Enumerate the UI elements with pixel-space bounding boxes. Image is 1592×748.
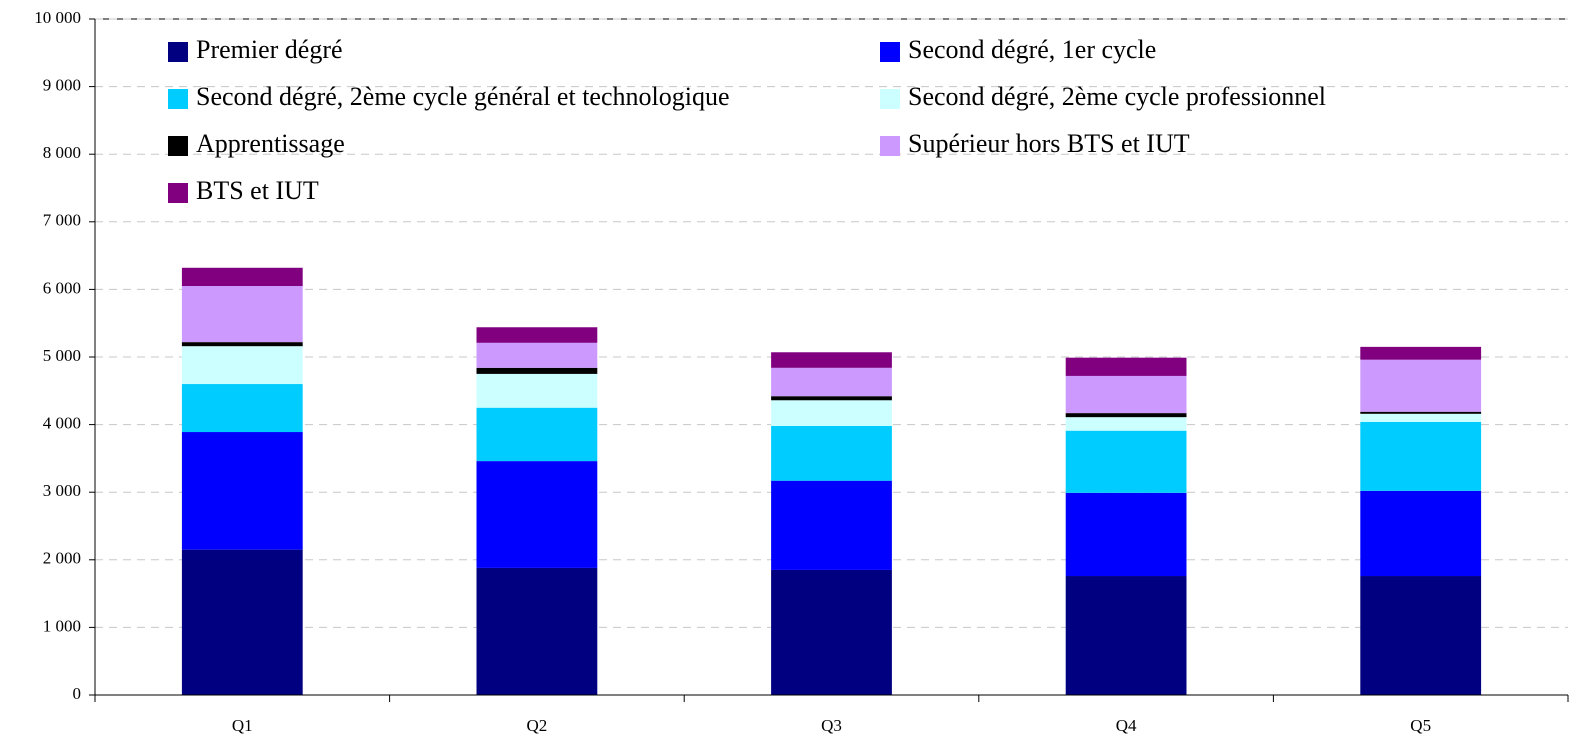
legend-swatch (880, 42, 900, 62)
legend-label: Second dégré, 2ème cycle général et tech… (196, 82, 729, 111)
bar-segment (1360, 421, 1482, 491)
bar-segment (771, 480, 892, 570)
y-tick-label: 1 000 (43, 616, 81, 635)
legend-swatch (880, 136, 900, 156)
bar-segment (181, 286, 303, 343)
bar-segment (476, 367, 598, 374)
x-tick-label: Q1 (232, 716, 253, 735)
y-tick-label: 2 000 (43, 549, 81, 568)
bar-segment (476, 373, 598, 408)
bar-segment (771, 352, 892, 368)
bar-segment (476, 342, 598, 368)
bar-segment (1065, 576, 1187, 695)
bar-segment (181, 549, 303, 695)
bar-segment (1065, 375, 1187, 414)
bar-segment (1360, 411, 1482, 414)
y-tick-label: 9 000 (43, 76, 81, 95)
y-tick-label: 6 000 (43, 278, 81, 297)
legend-label: Premier dégré (196, 35, 343, 64)
x-tick-label: Q5 (1410, 716, 1431, 735)
bar-segment (476, 461, 598, 568)
bar-segment (1360, 359, 1482, 412)
x-tick-label: Q2 (527, 716, 548, 735)
bar-segment (476, 567, 598, 695)
y-tick-label: 3 000 (43, 481, 81, 500)
y-tick-label: 10 000 (34, 8, 81, 27)
bar-segment (1360, 413, 1482, 422)
bar-segment (181, 346, 303, 385)
bar-segment (771, 569, 892, 695)
y-tick-label: 0 (73, 684, 82, 703)
bar-segment (771, 396, 892, 401)
y-tick-label: 4 000 (43, 414, 81, 433)
legend-swatch (168, 183, 188, 203)
legend-swatch (168, 42, 188, 62)
bar-segment (771, 367, 892, 397)
bar-segment (1065, 430, 1187, 493)
legend-swatch (880, 89, 900, 109)
legend-label: Second dégré, 2ème cycle professionnel (908, 82, 1326, 111)
bar-segment (181, 342, 303, 347)
legend-label: BTS et IUT (196, 176, 319, 205)
legend-label: Apprentissage (196, 129, 345, 158)
legend-swatch (168, 136, 188, 156)
bar-segment (1360, 346, 1482, 360)
bar-segment (771, 400, 892, 426)
bar-segment (181, 267, 303, 287)
bar-segment (1360, 490, 1482, 577)
x-tick-label: Q3 (821, 716, 842, 735)
y-tick-label: 7 000 (43, 211, 81, 230)
bar-segment (181, 432, 303, 550)
bar-segment (476, 407, 598, 462)
y-tick-label: 8 000 (43, 143, 81, 162)
bar-segment (1065, 413, 1187, 418)
legend-label: Supérieur hors BTS et IUT (908, 129, 1190, 158)
bar-segment (771, 425, 892, 481)
bar-segment (1065, 357, 1187, 376)
legend-label: Second dégré, 1er cycle (908, 35, 1156, 64)
legend-swatch (168, 89, 188, 109)
bar-segment (181, 384, 303, 433)
bar-segment (1360, 576, 1482, 695)
y-tick-label: 5 000 (43, 346, 81, 365)
bar-segment (476, 327, 598, 343)
bar-segment (1065, 492, 1187, 577)
x-tick-label: Q4 (1116, 716, 1137, 735)
bar-segment (1065, 417, 1187, 431)
